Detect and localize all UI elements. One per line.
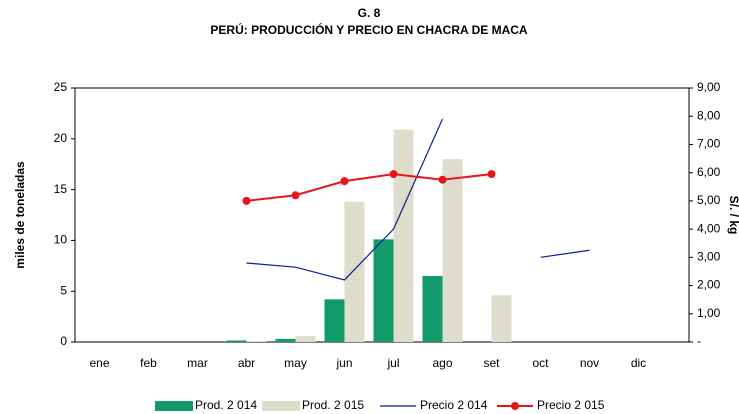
bar: [246, 340, 267, 342]
y2-tick-label: 3,00: [697, 250, 721, 264]
chart-title: G. 8: [358, 6, 381, 20]
legend-label: Precio 2 015: [537, 398, 605, 412]
y-tick-label: 0: [60, 334, 67, 348]
bar: [324, 299, 345, 342]
bar: [295, 335, 316, 342]
marker: [438, 175, 447, 184]
y2-tick-label: 9,00: [697, 80, 721, 94]
legend-label: Precio 2 014: [420, 398, 488, 412]
legend-swatch: [155, 401, 193, 411]
bar: [275, 338, 296, 342]
x-tick-label: dic: [631, 356, 646, 370]
x-tick-label: jun: [335, 356, 352, 370]
y2-tick-label: 5,00: [697, 193, 721, 207]
bar: [373, 239, 394, 342]
x-tick-label: ago: [432, 356, 452, 370]
marker: [340, 177, 349, 186]
x-tick-label: may: [284, 356, 307, 370]
bar: [422, 275, 443, 342]
marker: [242, 196, 251, 205]
y2-tick-label: 1,00: [697, 306, 721, 320]
y2-tick-label: 2,00: [697, 278, 721, 292]
bar: [226, 340, 247, 342]
x-tick-label: set: [483, 356, 500, 370]
legend-swatch: [262, 401, 300, 411]
marker: [389, 170, 398, 179]
x-tick-label: jul: [386, 356, 399, 370]
y-tick-label: 5: [60, 283, 67, 297]
y2-tick-label: 7,00: [697, 137, 721, 151]
line: [246, 173, 492, 202]
x-tick-label: nov: [580, 356, 599, 370]
legend-label: Prod. 2 014: [195, 398, 257, 412]
y-tick-label: 15: [54, 182, 68, 196]
marker: [487, 170, 496, 179]
bar: [344, 201, 365, 342]
y-tick-label: 25: [54, 80, 68, 94]
bar: [442, 159, 463, 342]
bar: [491, 295, 512, 342]
y-tick-label: 10: [54, 233, 68, 247]
y2-tick-label: 6,00: [697, 165, 721, 179]
x-tick-label: feb: [140, 356, 157, 370]
y2-tick-label: -: [697, 334, 701, 348]
y-tick-label: 20: [54, 131, 68, 145]
x-tick-label: oct: [532, 356, 549, 370]
y2-tick-label: 8,00: [697, 108, 721, 122]
y-axis-label: miles de toneladas: [13, 161, 27, 269]
legend-label: Prod. 2 015: [302, 398, 364, 412]
y2-axis-label: S/. / kg: [727, 196, 739, 235]
x-tick-label: abr: [238, 356, 255, 370]
legend-marker: [511, 402, 519, 410]
x-tick-label: mar: [187, 356, 208, 370]
x-tick-label: ene: [89, 356, 109, 370]
chart-subtitle: PERÚ: PRODUCCIÓN Y PRECIO EN CHACRA DE M…: [210, 22, 527, 37]
line: [246, 118, 590, 281]
marker: [291, 191, 300, 200]
bar: [393, 129, 414, 342]
y2-tick-label: 4,00: [697, 221, 721, 235]
